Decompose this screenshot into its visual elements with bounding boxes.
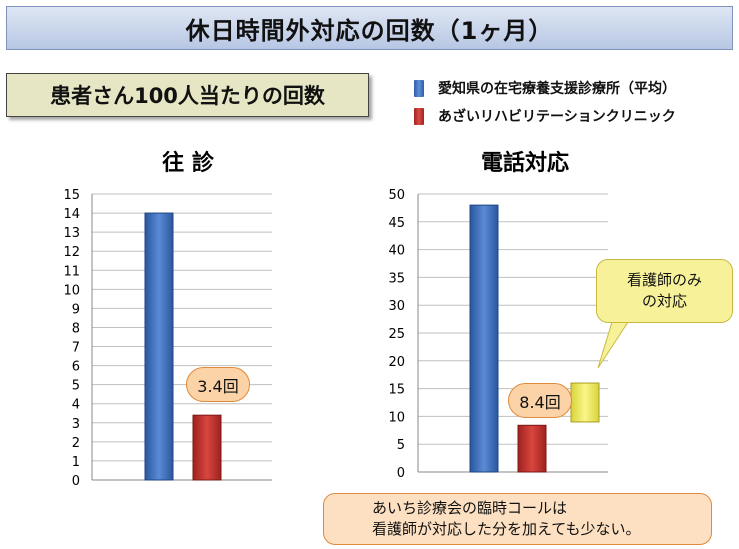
chart2-ticks: 0 5 10 15 20 25 30 35 40 45 50: [388, 188, 405, 481]
note-bubble-pointer: [597, 321, 629, 369]
chart2-bars: [469, 204, 600, 473]
chart1-bar-aichi: [144, 212, 174, 481]
chart1-tick-label: 9: [72, 302, 80, 317]
chart1-tick-label: 8: [72, 321, 80, 336]
chart1-bar-azai: [192, 414, 222, 481]
chart1-tick-label: 14: [63, 207, 80, 222]
chart2-tick-label: 0: [397, 466, 405, 481]
legend-swatch-blue: [414, 79, 424, 97]
chart1-tick-label: 5: [72, 379, 80, 394]
nurse-only-note: 看護師のみ の対応: [596, 259, 733, 323]
legend-item-aichi: 愛知県の在宅療養支援診療所（平均）: [414, 77, 676, 99]
chart1-tick-label: 7: [72, 341, 80, 356]
chart1-tick-label: 2: [72, 436, 80, 451]
chart2-tick-label: 45: [388, 216, 405, 231]
legend: 愛知県の在宅療養支援診療所（平均） あざいリハビリテーションクリニック: [414, 77, 676, 133]
chart2-title: 電話対応: [481, 150, 569, 176]
chart1-tick-label: 13: [63, 226, 80, 241]
chart2-tick-label: 30: [388, 299, 405, 314]
chart2-tick-label: 40: [388, 244, 405, 259]
chart1-tick-label: 6: [72, 360, 80, 375]
legend-swatch-red: [414, 107, 424, 125]
chart2-tick-label: 20: [388, 355, 405, 370]
chart2-tick-label: 50: [388, 188, 405, 203]
chart1-tick-label: 11: [63, 264, 80, 279]
legend-label-azai: あざいリハビリテーションクリニック: [438, 109, 676, 125]
chart1-tick-label: 10: [63, 283, 80, 298]
legend-label-aichi: 愛知県の在宅療養支援診療所（平均）: [438, 81, 676, 97]
page-title: 休日時間外対応の回数（1ヶ月）: [6, 6, 733, 50]
chart1-bars: [144, 212, 222, 481]
chart1-grid: [91, 193, 272, 481]
chart1-tick-label: 1: [72, 455, 80, 470]
chart1-tick-label: 15: [63, 188, 80, 203]
legend-item-azai: あざいリハビリテーションクリニック: [414, 105, 676, 127]
bottom-note: あいち診療会の臨時コールは 看護師が対応した分を加えても少ない。: [323, 493, 712, 545]
chart2-bar-azai: [517, 424, 547, 473]
chart1-tick-label: 4: [72, 398, 80, 413]
chart1-tick-label: 0: [72, 474, 80, 489]
chart2-tick-label: 10: [388, 410, 405, 425]
chart2-grid: [417, 193, 608, 473]
chart2-annotation: 8.4回: [508, 383, 572, 418]
chart2-tick-label: 5: [397, 438, 405, 453]
chart2-tick-label: 15: [388, 383, 405, 398]
chart2-bar-nurse-only: [570, 382, 600, 423]
chart2-tick-label: 35: [388, 271, 405, 286]
chart1-annotation: 3.4回: [186, 367, 250, 402]
chart2-bar-aichi: [469, 204, 499, 473]
subtitle-box: 患者さん100人当たりの回数: [6, 73, 369, 117]
chart1-tick-label: 3: [72, 417, 80, 432]
chart1-title: 往 診: [162, 150, 215, 176]
chart1-tick-label: 12: [63, 245, 80, 260]
chart2-tick-label: 25: [388, 327, 405, 342]
